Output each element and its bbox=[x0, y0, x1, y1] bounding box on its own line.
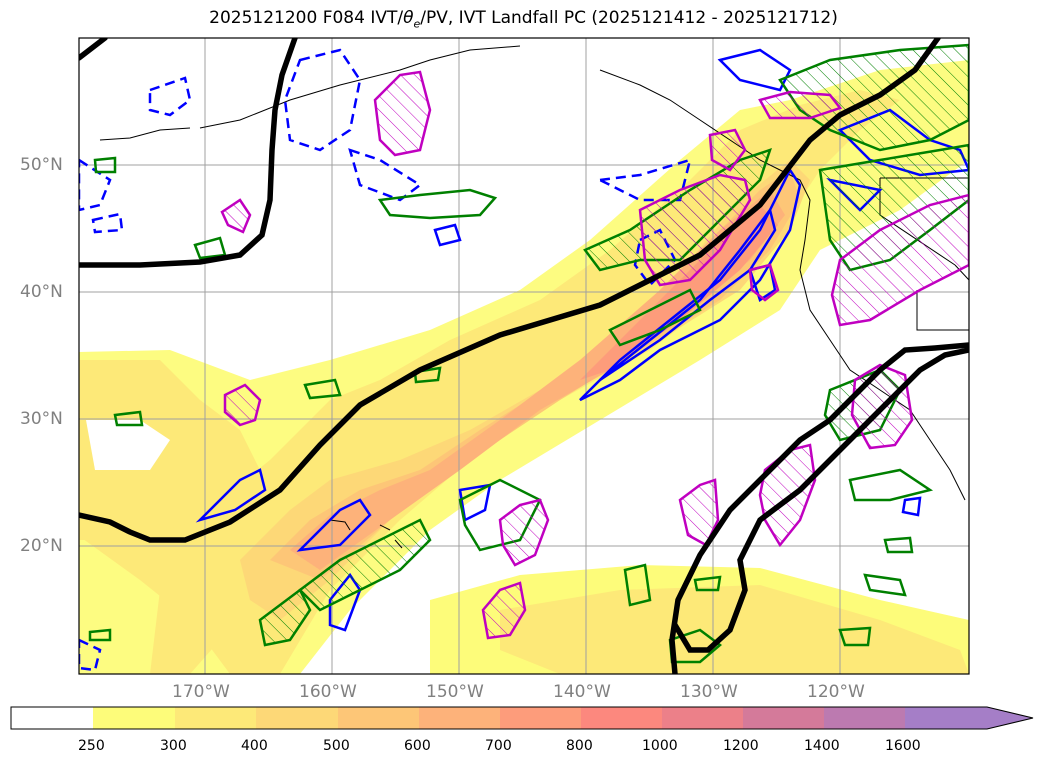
colorbar-tick-label: 600 bbox=[404, 738, 431, 754]
plot-frame bbox=[78, 37, 970, 675]
colorbar-tick-label: 300 bbox=[160, 738, 187, 754]
colorbar-tick-label: 1600 bbox=[885, 738, 921, 754]
colorbar-tick-label: 700 bbox=[485, 738, 512, 754]
lat-label: 50°N bbox=[20, 155, 63, 175]
pv-contours bbox=[79, 38, 969, 674]
colorbar-tick-label: 800 bbox=[566, 738, 593, 754]
lon-label: 140°W bbox=[553, 682, 611, 702]
lon-label: 170°W bbox=[172, 682, 230, 702]
colorbar-tick-label: 1400 bbox=[804, 738, 840, 754]
colorbar-tick-label: 500 bbox=[323, 738, 350, 754]
lon-label: 150°W bbox=[426, 682, 484, 702]
lon-label: 130°W bbox=[680, 682, 738, 702]
lat-label: 40°N bbox=[20, 282, 63, 302]
lon-label: 160°W bbox=[299, 682, 357, 702]
magenta-contours bbox=[220, 70, 969, 640]
map-title: 2025121200 F084 IVT/θe/PV, IVT Landfall … bbox=[209, 8, 838, 31]
colorbar-tick-label: 1000 bbox=[642, 738, 678, 754]
lat-label: 20°N bbox=[20, 536, 63, 556]
colorbar-tick-label: 400 bbox=[241, 738, 268, 754]
lat-label: 30°N bbox=[20, 409, 63, 429]
colorbar-tick-label: 1200 bbox=[723, 738, 759, 754]
plot-area bbox=[79, 38, 969, 674]
lon-label: 120°W bbox=[807, 682, 865, 702]
colorbar-tick-label: 250 bbox=[78, 738, 105, 754]
colorbar bbox=[10, 706, 1034, 730]
